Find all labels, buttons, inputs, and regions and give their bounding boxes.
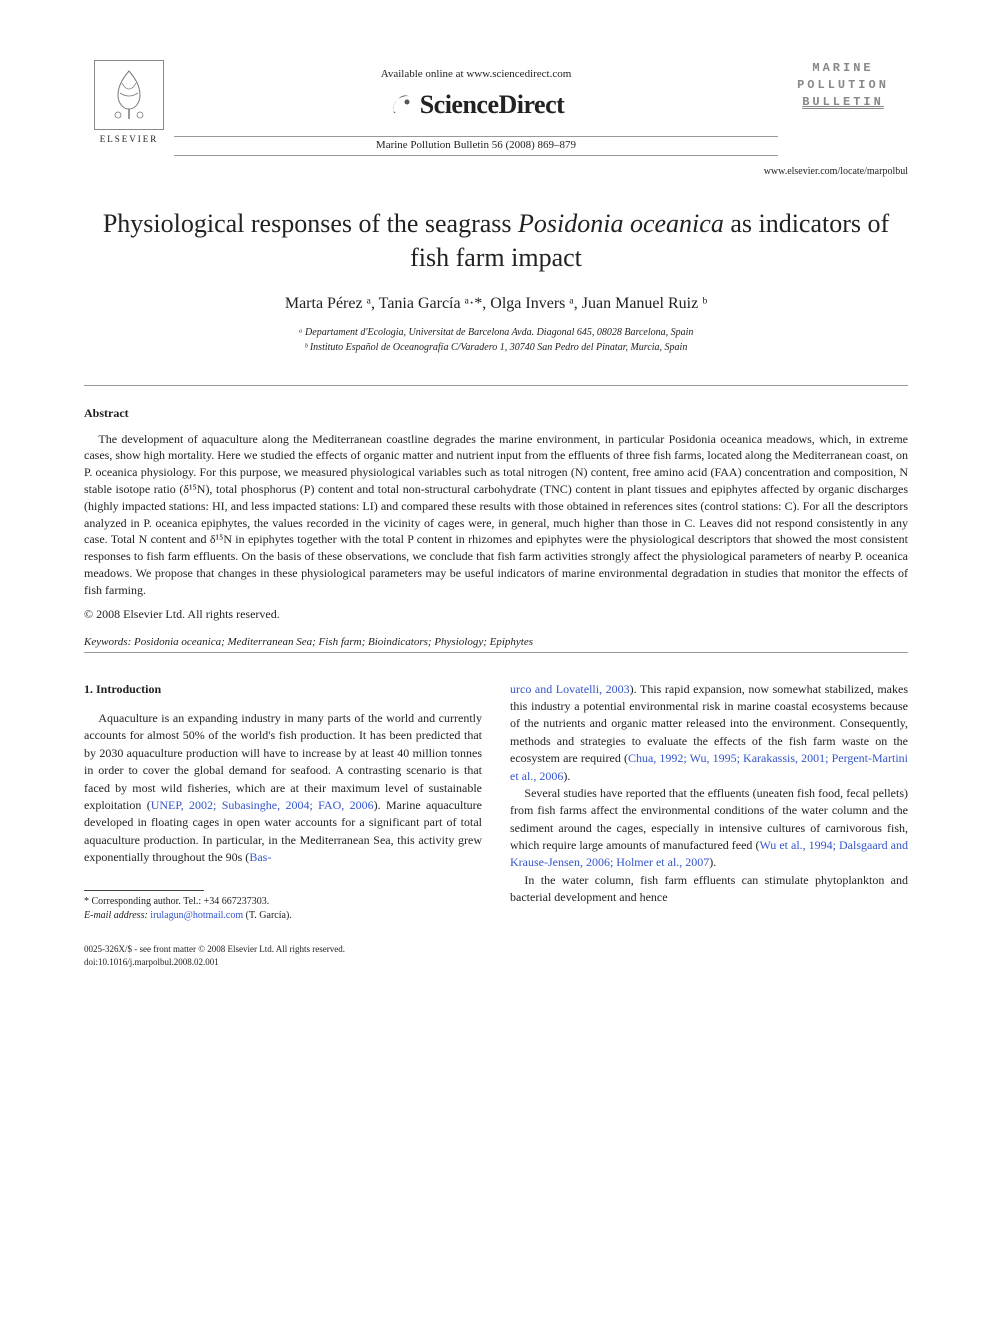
body-column-right: urco and Lovatelli, 2003). This rapid ex… bbox=[510, 681, 908, 969]
available-online-line: Available online at www.sciencedirect.co… bbox=[174, 68, 778, 80]
header-rule-top bbox=[174, 136, 778, 137]
elsevier-label: ELSEVIER bbox=[84, 134, 174, 144]
publisher-logo: ELSEVIER bbox=[84, 60, 174, 144]
keywords-rule bbox=[84, 652, 908, 653]
publication-meta: 0025-326X/$ - see front matter © 2008 El… bbox=[84, 943, 482, 968]
copyright-line: © 2008 Elsevier Ltd. All rights reserved… bbox=[84, 607, 908, 622]
affiliation-b: ᵇ Instituto Español de Oceanografía C/Va… bbox=[84, 340, 908, 355]
journal-reference: Marine Pollution Bulletin 56 (2008) 869–… bbox=[174, 139, 778, 151]
sciencedirect-logo: ScienceDirect bbox=[174, 90, 778, 120]
sciencedirect-text: ScienceDirect bbox=[420, 90, 565, 120]
keywords-label: Keywords: bbox=[84, 636, 131, 648]
section-heading-intro: 1. Introduction bbox=[84, 681, 482, 698]
abstract-top-rule bbox=[84, 385, 908, 386]
authors: Marta Pérez ᵃ, Tania García ᵃ·*, Olga In… bbox=[84, 295, 908, 313]
journal-logo-line1: MARINE bbox=[778, 60, 908, 77]
corresponding-author: * Corresponding author. Tel.: +34 667237… bbox=[84, 895, 482, 909]
corresponding-footnote: * Corresponding author. Tel.: +34 667237… bbox=[84, 895, 482, 923]
abstract-body: The development of aquaculture along the… bbox=[84, 431, 908, 599]
journal-logo-line3: BULLETIN bbox=[778, 94, 908, 111]
journal-logo-line2: POLLUTION bbox=[778, 77, 908, 94]
article-title: Physiological responses of the seagrass … bbox=[84, 207, 908, 275]
journal-logo: MARINE POLLUTION BULLETIN bbox=[778, 60, 908, 110]
email-link[interactable]: irulagun@hotmail.com bbox=[150, 910, 243, 921]
locate-url: www.elsevier.com/locate/marpolbul bbox=[84, 166, 908, 177]
footnote-separator bbox=[84, 890, 204, 891]
header-center: Available online at www.sciencedirect.co… bbox=[174, 60, 778, 158]
email-label: E-mail address: bbox=[84, 910, 148, 921]
elsevier-tree-icon bbox=[94, 60, 164, 130]
header-rule-bottom bbox=[174, 155, 778, 156]
affiliation-a: ᵃ Departament d'Ecologia, Universitat de… bbox=[84, 325, 908, 340]
keywords: Keywords: Posidonia oceanica; Mediterran… bbox=[84, 636, 908, 648]
sciencedirect-icon bbox=[388, 91, 416, 119]
citation[interactable]: Bas- bbox=[249, 850, 271, 864]
citation[interactable]: urco and Lovatelli, 2003 bbox=[510, 682, 630, 696]
email-author: (T. García). bbox=[246, 910, 292, 921]
affiliations: ᵃ Departament d'Ecologia, Universitat de… bbox=[84, 325, 908, 355]
citation[interactable]: UNEP, 2002; Subasinghe, 2004; FAO, 2006 bbox=[151, 798, 374, 812]
body-column-left: 1. Introduction Aquaculture is an expand… bbox=[84, 681, 482, 969]
doi-line: doi:10.1016/j.marpolbul.2008.02.001 bbox=[84, 956, 482, 969]
keywords-list: Posidonia oceanica; Mediterranean Sea; F… bbox=[134, 636, 533, 648]
issn-line: 0025-326X/$ - see front matter © 2008 El… bbox=[84, 943, 482, 956]
abstract-heading: Abstract bbox=[84, 406, 908, 421]
